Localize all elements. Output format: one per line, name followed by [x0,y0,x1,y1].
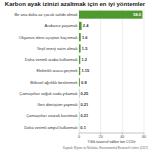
category-label: Bitkisel ağırlıklı beslenmek [30,80,77,85]
category-label: Daha verimli ampul kullanmak [24,125,77,130]
category-label: Daha verimli araba kullanmak [25,57,78,62]
chart: Karbon ayak izinizi azaltmak için en iyi… [0,0,150,150]
tick-label: 60 [142,135,146,139]
grid-line [122,9,123,133]
grid-line [100,9,101,133]
bar [79,56,80,64]
data-label: 58.6 [133,12,142,17]
bar [79,33,81,41]
data-label: 0.21 [80,113,89,118]
tick-label: 0 [78,135,80,139]
category-label: Arabasız yaşamak [45,23,78,28]
tick-label: 40 [120,135,124,139]
category-label: Yeşil enerji satın almak [37,46,78,51]
data-label: 1.6 [82,35,88,40]
data-label: 1.5 [82,46,88,51]
bars [79,11,142,132]
bar [79,11,142,19]
category-label: Çamaşırları asarak kurutmak [26,113,77,118]
x-axis-label: Yıllık tasarruf edilen ton CO2e [88,140,136,144]
data-label: 0.21 [80,102,89,107]
bar [79,67,80,75]
data-label: 0.1 [80,125,86,130]
data-label: 2.4 [83,23,89,28]
data-label: 0.25 [80,91,89,96]
category-label: Çamaşırları soğuk suda yıkamak [19,91,77,96]
title: Karbon ayak izinizi azaltmak için en iyi… [5,1,146,7]
chart-root: Karbon ayak izinizi azaltmak için en iyi… [0,0,150,150]
grid-line [144,9,145,133]
category-label: Bir ana daha az çocuk sahibi olmak [15,12,78,17]
category-label: Elektrikli araca geçmek [36,68,77,73]
bar [79,44,81,52]
bar [79,22,82,30]
category-label: Geri dönüşüm yapmak [37,102,77,107]
source: Kaynak: Wynes ve Nicholas, Environmental… [63,146,148,150]
data-label: 1.15 [81,68,90,73]
data-label: 0.8 [81,80,87,85]
x-axis [79,133,144,134]
tick-label: 20 [99,135,103,139]
data-label: 1.2 [82,57,88,62]
category-label: Okyanus ötesi uçuştan kaçınmak [19,35,78,40]
